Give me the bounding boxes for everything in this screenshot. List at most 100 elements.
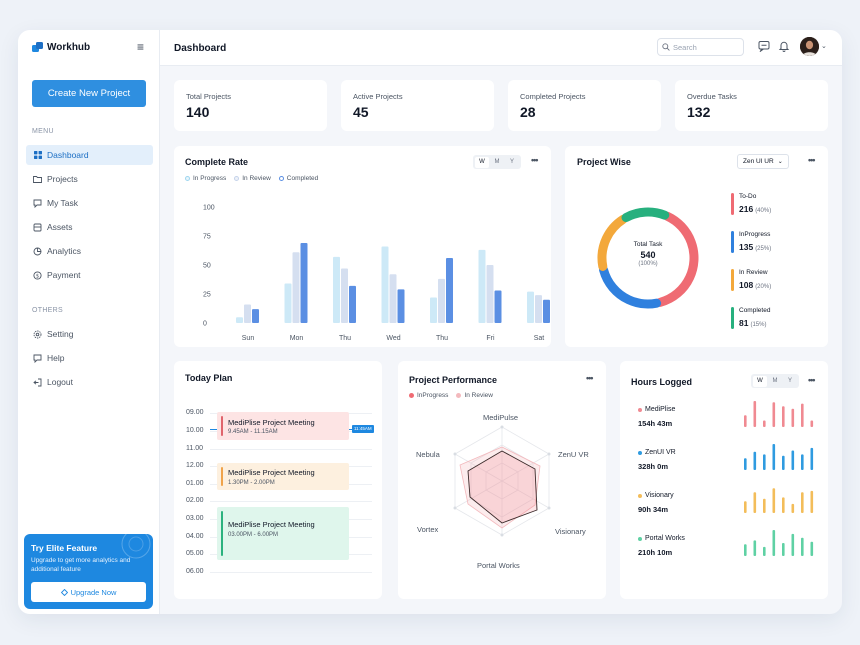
toggle-week[interactable]: W	[475, 156, 489, 168]
project-dropdown[interactable]: Zen UI UR ⌄	[737, 154, 789, 169]
bar-completed	[446, 258, 453, 323]
hours-sparkbars	[744, 401, 814, 427]
sidebar-item-assets[interactable]: Assets	[26, 217, 153, 237]
radar-axis-label: Portal Works	[477, 561, 520, 570]
stat-value: 140	[186, 104, 210, 120]
upgrade-now-button[interactable]: Upgrade Now	[31, 582, 146, 602]
plan-event[interactable]: MediPlise Project Meeting 9.45AM - 11.15…	[217, 412, 349, 440]
hours-bar	[753, 492, 757, 513]
legend-in-progress: In Progress	[185, 175, 226, 182]
hours-bar	[782, 455, 785, 470]
x-tick-label: Fri	[486, 335, 495, 342]
time-label: 02.00	[186, 497, 204, 505]
bar-in-progress	[478, 249, 486, 323]
sidebar: Workhub ≡ Create New Project MENU Dashbo…	[18, 30, 160, 614]
diamond-icon	[60, 588, 68, 596]
stat-card-total-projects: Total Projects 140	[174, 80, 327, 131]
others-section-title: OTHERS	[32, 307, 63, 314]
stat-label: Overdue Tasks	[687, 92, 737, 101]
status-color-bar	[731, 193, 734, 215]
hours-bar	[791, 503, 795, 513]
sidebar-item-setting[interactable]: Setting	[26, 324, 153, 344]
sidebar-item-logout[interactable]: Logout	[26, 372, 153, 392]
hours-bar	[763, 498, 766, 513]
bell-icon[interactable]	[778, 40, 790, 52]
status-value: 81 (15%)	[739, 318, 767, 328]
svg-text:$: $	[36, 273, 39, 279]
plan-event[interactable]: MediPlise Project Meeting 03.00PM - 6.00…	[217, 507, 349, 560]
sidebar-item-dashboard[interactable]: Dashboard	[26, 145, 153, 165]
hours-item-value: 90h 34m	[638, 505, 669, 514]
hours-item-value: 210h 10m	[638, 548, 673, 557]
status-value: 135 (25%)	[739, 242, 772, 252]
toggle-year[interactable]: Y	[509, 159, 514, 165]
hours-item-value: 328h 0m	[638, 462, 669, 471]
hours-bar	[810, 420, 814, 427]
donut-center: Total Task 540 (100%)	[594, 241, 702, 267]
app-window: Workhub ≡ Create New Project MENU Dashbo…	[18, 30, 842, 614]
donut-center-label: Total Task	[633, 241, 663, 248]
bar-completed	[252, 309, 259, 323]
hours-bar	[791, 450, 795, 470]
logo-icon	[32, 42, 43, 52]
bar-completed	[300, 242, 308, 323]
more-options-icon[interactable]: •••	[808, 155, 816, 165]
sidebar-item-payment[interactable]: $ Payment	[26, 265, 153, 285]
radar-chart	[453, 425, 551, 537]
hours-item-name: Portal Works	[638, 535, 685, 542]
status-color-bar	[731, 269, 734, 291]
hours-item-name: ZenUI VR	[638, 449, 676, 456]
event-title: MediPlise Project Meeting	[228, 520, 315, 529]
donut-segment-in-review	[597, 207, 699, 309]
chevron-down-icon: ⌄	[777, 159, 783, 165]
time-label: 03.00	[186, 515, 204, 522]
sidebar-item-my-task[interactable]: My Task	[26, 193, 153, 213]
plan-event[interactable]: MediPlise Project Meeting 1.30PM - 2.00P…	[217, 463, 349, 490]
radar-axis-label: Vortex	[417, 525, 439, 534]
event-time: 9.45AM - 11.15AM	[228, 429, 278, 435]
page-title: Dashboard	[174, 43, 227, 54]
chart-legend: In Progress In Review Completed	[185, 175, 318, 182]
status-name: Completed	[739, 307, 771, 314]
bar-in-progress	[527, 291, 534, 323]
donut-segment-inprogress	[597, 207, 699, 309]
stat-value: 132	[687, 104, 711, 120]
project-wise-card: Project Wise Zen UI UR ⌄ ••• Total Task …	[565, 146, 828, 347]
sidebar-item-label: Projects	[47, 174, 78, 184]
hours-bar	[744, 501, 747, 513]
hours-bar	[753, 540, 757, 556]
y-tick-label: 50	[203, 263, 211, 270]
more-options-icon[interactable]: •••	[808, 375, 816, 385]
menu-toggle-icon[interactable]: ≡	[137, 40, 145, 54]
avatar[interactable]	[800, 37, 819, 56]
create-project-button[interactable]: Create New Project	[32, 80, 146, 107]
sidebar-item-analytics[interactable]: Analytics	[26, 241, 153, 261]
sidebar-item-help[interactable]: Help	[26, 348, 153, 368]
time-label: 12.00	[186, 462, 204, 470]
toggle-week[interactable]: W	[753, 375, 767, 387]
more-options-icon[interactable]: •••	[531, 155, 539, 165]
hours-logged-card: Hours Logged W M Y ••• MediPlise 154h 43m…	[620, 361, 828, 599]
sidebar-item-label: Logout	[47, 377, 73, 387]
chevron-down-icon[interactable]: ⌄	[821, 43, 827, 50]
search-input[interactable]: Search	[657, 38, 744, 56]
upgrade-now-label: Upgrade Now	[70, 587, 117, 597]
brand[interactable]: Workhub	[32, 42, 90, 53]
x-tick-label: Thu	[436, 335, 448, 342]
hours-bar	[801, 403, 804, 427]
more-options-icon[interactable]: •••	[586, 373, 594, 383]
top-bar: Dashboard Search ⌄	[160, 30, 842, 66]
toggle-month[interactable]: M	[494, 159, 500, 165]
sidebar-item-projects[interactable]: Projects	[26, 169, 153, 189]
sidebar-item-label: Analytics	[47, 246, 82, 256]
toggle-year[interactable]: Y	[787, 378, 792, 384]
toggle-month[interactable]: M	[772, 378, 778, 384]
status-name: In Review	[739, 269, 768, 276]
complete-rate-title: Complete Rate	[185, 157, 249, 167]
project-performance-title: Project Performance	[409, 375, 498, 385]
hours-bar	[772, 402, 776, 427]
gear-icon	[33, 330, 42, 339]
time-label: 10.00	[186, 427, 204, 434]
x-tick-label: Wed	[386, 335, 400, 342]
chat-icon[interactable]	[758, 40, 770, 52]
